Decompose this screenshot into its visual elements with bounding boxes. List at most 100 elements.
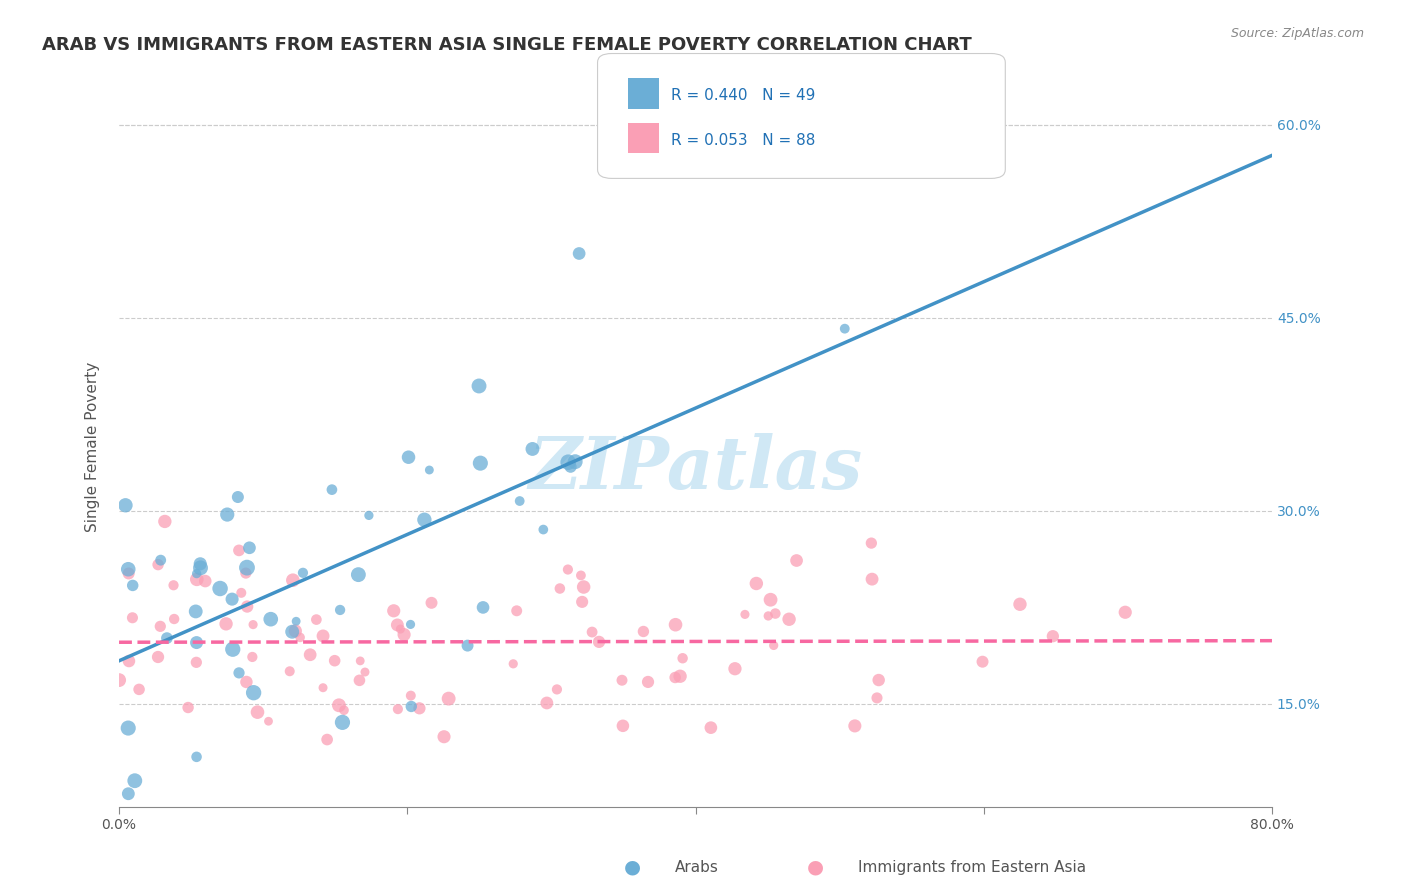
Point — [278, 665, 301, 679]
Point — [408, 701, 430, 715]
Point — [387, 702, 409, 716]
Point — [124, 773, 146, 788]
Point — [236, 560, 259, 574]
Point — [522, 442, 544, 456]
Point — [281, 624, 304, 639]
Point — [756, 609, 779, 624]
Point — [560, 459, 582, 474]
Point — [745, 576, 768, 591]
Point — [401, 699, 423, 714]
Point — [238, 541, 260, 555]
Point — [217, 508, 239, 522]
Point — [284, 624, 307, 638]
Text: R = 0.440   N = 49: R = 0.440 N = 49 — [671, 88, 815, 103]
Point — [349, 673, 371, 688]
Point — [509, 494, 531, 508]
Point — [557, 455, 579, 469]
Text: Immigrants from Eastern Asia: Immigrants from Eastern Asia — [858, 860, 1085, 874]
Point — [186, 572, 208, 586]
Text: ●: ● — [624, 857, 641, 877]
Point — [398, 450, 420, 465]
Point — [389, 622, 412, 636]
Point — [236, 599, 259, 614]
Point — [312, 681, 335, 695]
Point — [382, 604, 405, 618]
Point — [354, 665, 377, 679]
Point — [557, 562, 579, 576]
Point — [399, 617, 422, 632]
Point — [240, 649, 263, 664]
Point — [860, 536, 883, 550]
Point — [572, 580, 595, 594]
Point — [505, 604, 527, 618]
Point — [146, 650, 169, 665]
Text: Arabs: Arabs — [675, 860, 718, 874]
Point — [724, 662, 747, 676]
Point — [117, 562, 139, 576]
Point — [347, 567, 370, 582]
Point — [868, 673, 890, 687]
Text: Source: ZipAtlas.com: Source: ZipAtlas.com — [1230, 27, 1364, 40]
Point — [734, 607, 756, 622]
Point — [177, 700, 200, 714]
Point — [184, 604, 207, 618]
Point — [316, 732, 339, 747]
Point — [581, 625, 603, 640]
Point — [786, 553, 808, 567]
Point — [1042, 629, 1064, 643]
Point — [221, 592, 243, 607]
Point — [288, 631, 311, 645]
Point — [633, 624, 655, 639]
Point — [190, 561, 212, 575]
Point — [257, 714, 280, 729]
Point — [118, 566, 141, 581]
Point — [762, 639, 785, 653]
Point — [637, 674, 659, 689]
Point — [468, 379, 491, 393]
Point — [242, 686, 264, 700]
Point — [323, 654, 346, 668]
Point — [117, 787, 139, 801]
Point — [387, 618, 409, 632]
Point — [569, 568, 592, 582]
Point — [285, 614, 308, 628]
Point — [392, 627, 415, 641]
Point — [664, 617, 686, 632]
Point — [215, 616, 238, 631]
Point — [209, 582, 232, 596]
Point — [399, 689, 422, 703]
Point — [413, 513, 436, 527]
Point — [222, 642, 245, 657]
Point — [235, 675, 257, 690]
Point — [146, 558, 169, 572]
Point — [778, 612, 800, 626]
Point — [328, 698, 350, 713]
Point — [149, 619, 172, 633]
Point — [153, 515, 176, 529]
Point — [332, 715, 354, 730]
Point — [118, 654, 141, 668]
Point — [329, 603, 352, 617]
Point — [834, 321, 856, 335]
Point — [844, 719, 866, 733]
Point — [231, 586, 253, 600]
Point — [260, 612, 283, 626]
Point — [321, 483, 343, 497]
Point — [860, 572, 883, 586]
Point — [568, 246, 591, 260]
Point — [571, 595, 593, 609]
Point — [114, 498, 136, 512]
Point — [228, 665, 250, 680]
Text: ZIPatlas: ZIPatlas — [529, 433, 862, 504]
Point — [502, 657, 524, 671]
Point — [420, 596, 443, 610]
Point — [672, 651, 695, 665]
Point — [163, 612, 186, 626]
Point — [246, 705, 269, 719]
Point — [149, 553, 172, 567]
Point — [669, 669, 692, 683]
Point — [357, 508, 380, 523]
Point — [759, 592, 782, 607]
Point — [305, 613, 328, 627]
Point — [156, 631, 179, 645]
